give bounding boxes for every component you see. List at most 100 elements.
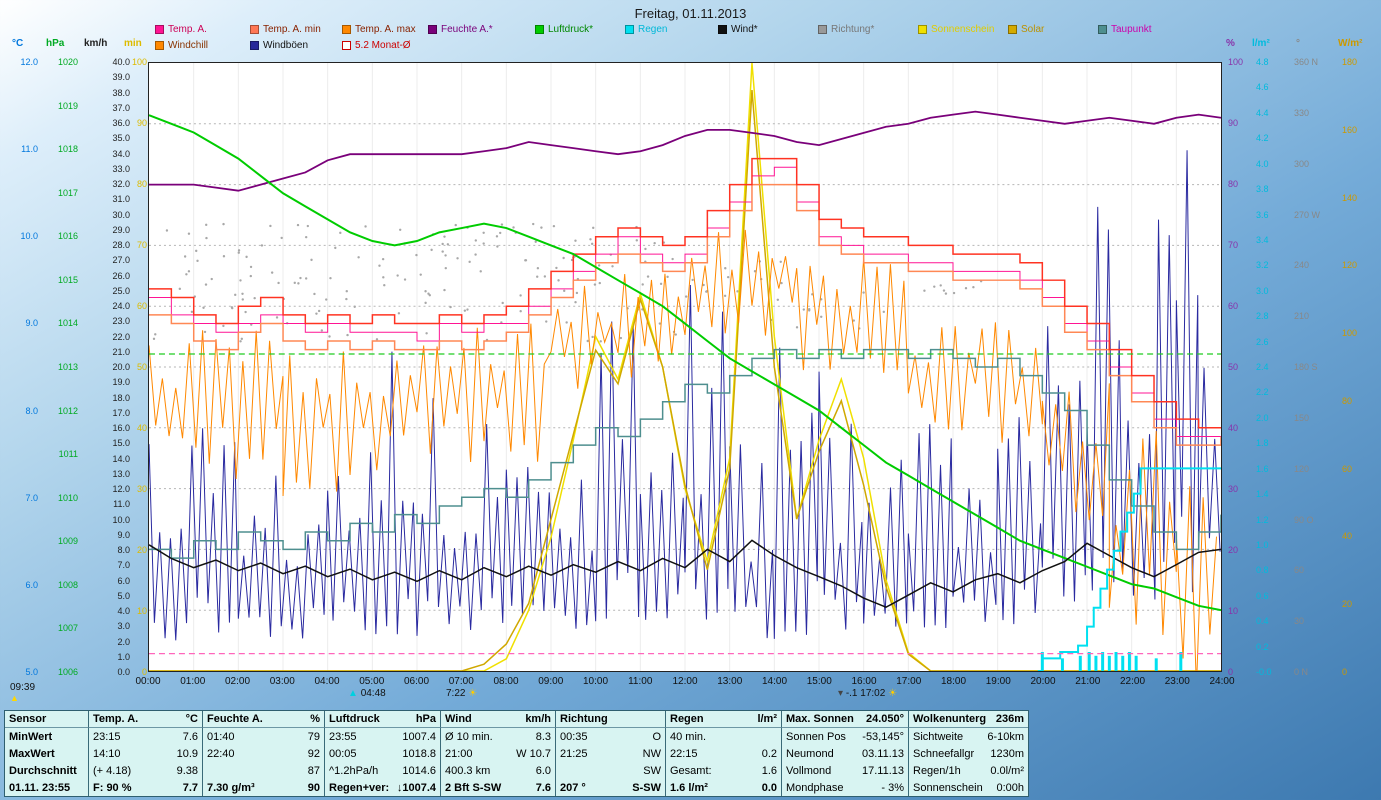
chart-plot-area — [148, 62, 1222, 672]
series-richtung-dot — [325, 298, 328, 301]
stats-cell: (+ 4.18) 9.38 — [89, 762, 203, 779]
series-richtung-dot — [152, 337, 156, 341]
stats-cell: 00:05 1018.8 — [325, 745, 441, 762]
stats-cell-value: 1007.4 — [402, 730, 436, 743]
axis-tick-label: 9.0 — [117, 529, 130, 540]
sun-icon: ☀ — [465, 688, 478, 699]
axis-tick-label: 50 — [136, 362, 147, 372]
stats-cell-value: 0.2 — [761, 747, 777, 760]
legend-swatch-icon — [250, 41, 259, 50]
legend-label: Solar — [1021, 24, 1045, 35]
series-richtung-dot — [653, 241, 656, 245]
axis-unit-lm: l/m² — [1252, 38, 1270, 49]
series-richtung-dot — [196, 259, 199, 263]
axis-tick-label: 1016 — [57, 231, 78, 242]
series-richtung-dot — [280, 236, 283, 240]
series-richtung-dot — [635, 239, 638, 242]
stats-cell-value: 7.6 — [182, 730, 198, 743]
stats-cell-label: Feuchte A. — [207, 713, 263, 725]
series-richtung-dot — [466, 308, 469, 311]
axis-tick-label: 30 — [1294, 616, 1305, 627]
legend-item-windb-en: Windböen — [250, 40, 308, 51]
series-richtung-dot — [345, 290, 348, 293]
series-richtung-dot — [586, 339, 589, 343]
stats-cell-label: Regen — [670, 713, 704, 725]
stats-info-cell: Wolkenunterg 236m — [909, 711, 1028, 728]
series-richtung-dot — [684, 295, 688, 298]
stats-cell-label: 01:40 — [207, 730, 235, 743]
series-temp_max — [149, 157, 1221, 429]
x-axis-tick-label: 17:00 — [896, 676, 922, 687]
series-richtung-dot — [500, 223, 504, 226]
stats-cell-value: km/h — [525, 713, 551, 725]
sun-moon-marker: ▾ -.1 17:02 ☀ — [838, 688, 897, 699]
axis-tick-label: 3.4 — [1256, 234, 1269, 245]
axis-unit-hpa: hPa — [46, 38, 65, 49]
series-richtung-dot — [641, 283, 644, 286]
series-richtung-dot — [210, 277, 213, 281]
series-richtung-dot — [320, 329, 324, 332]
stats-cell-label: 400.3 km — [445, 764, 491, 777]
stats-cell-label: 00:35 — [560, 730, 588, 743]
legend-item-taupunkt: Taupunkt — [1098, 24, 1152, 35]
series-regen_balken — [1114, 652, 1118, 671]
series-richtung-dot — [944, 292, 948, 295]
series-richtung-dot — [205, 223, 208, 227]
axis-tick-label: 80 — [1342, 395, 1353, 406]
stats-cell-value: 92 — [307, 747, 320, 760]
stats-cell-label: 207 ° — [560, 781, 586, 794]
axis-tick-label: 40.0 — [112, 57, 130, 67]
axis-tick-label: 120 — [1294, 463, 1310, 474]
legend-swatch-icon — [428, 25, 437, 34]
stats-cell-label: Richtung — [560, 713, 608, 725]
legend-label: Sonnenschein — [931, 24, 995, 35]
stats-cell: 23:55 1007.4 — [325, 728, 441, 745]
series-richtung-dot — [339, 231, 342, 235]
series-richtung-dot — [328, 335, 331, 338]
stats-cell-label: 21:25 — [560, 747, 588, 760]
series-richtung-dot — [187, 232, 191, 235]
stats-cell-value: 0.0l/m² — [990, 764, 1024, 777]
series-richtung-dot — [317, 309, 321, 313]
axis-tick-label: 18.0 — [112, 392, 130, 403]
axis-tick-label: 90 — [1228, 118, 1239, 128]
axis-tick-label: 38.0 — [112, 87, 130, 98]
series-richtung-dot — [702, 283, 705, 287]
series-richtung-dot — [536, 275, 539, 278]
series-richtung-dot — [519, 309, 522, 313]
x-axis-tick-label: 00:00 — [135, 676, 161, 687]
axis-tick-label: 100 — [131, 57, 147, 67]
axis-tick-label: 160 — [1342, 124, 1358, 135]
axis-tick-label: 10 — [136, 606, 147, 616]
x-axis-tick-label: 04:00 — [314, 676, 340, 687]
axis-tick-label: 13.0 — [112, 468, 130, 479]
legend-swatch-icon — [250, 25, 259, 34]
stats-info-cell: Max. Sonnen 24.050° — [782, 711, 909, 728]
series-richtung-dot — [315, 312, 318, 315]
stats-column-header: Luftdruck hPa — [325, 711, 441, 728]
x-axis-tick-label: 14:00 — [761, 676, 788, 687]
axis-tick-label: 10.0 — [20, 231, 38, 242]
series-richtung-dot — [534, 240, 537, 243]
stats-cell-label: 21:00 — [445, 747, 473, 760]
series-richtung-dot — [923, 289, 926, 292]
series-richtung-dot — [536, 266, 540, 270]
axis-tick-label: 4.0 — [1256, 158, 1269, 169]
stats-cell-label: Regen+ver: — [329, 781, 390, 794]
series-richtung-dot — [310, 258, 313, 262]
axis-tick-label: 60 — [136, 301, 147, 311]
stats-row-label: Durchschnitt — [5, 762, 89, 779]
x-axis-tick-label: 10:00 — [582, 676, 609, 687]
x-axis-tick-label: 09:00 — [538, 676, 564, 687]
stats-cell-value: 1230m — [990, 747, 1024, 760]
axis-unit-c: °C — [12, 38, 24, 49]
series-richtung-dot — [802, 308, 805, 311]
stats-cell: 14:10 10.9 — [89, 745, 203, 762]
axis-tick-label: 60 — [1228, 301, 1239, 311]
series-richtung-dot — [353, 305, 356, 308]
series-richtung-dot — [441, 242, 444, 246]
stats-cell-value: 24.050° — [865, 713, 904, 725]
axis-tick-label: 360 N — [1294, 57, 1319, 67]
stats-cell: ^1.2hPa/h 1014.6 — [325, 762, 441, 779]
series-richtung-dot — [598, 281, 601, 285]
